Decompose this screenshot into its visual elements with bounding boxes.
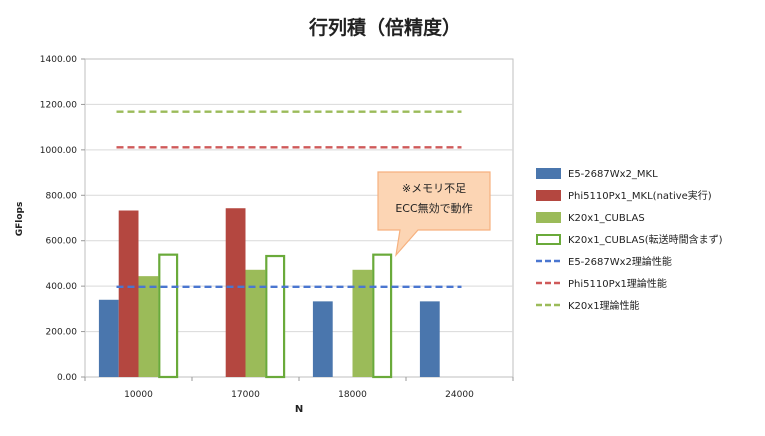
memory-note-callout: ※メモリ不足 ECC無効で動作 — [377, 171, 491, 257]
y-tick-label: 1400.00 — [40, 55, 77, 65]
callout-text: ※メモリ不足 — [402, 182, 466, 195]
bar-1-0 — [118, 210, 139, 377]
legend-swatch-2 — [536, 212, 561, 223]
legend-label-0: E5-2687Wx2_MKL — [568, 169, 658, 180]
bar-3-0 — [158, 253, 179, 379]
legend-label-4: E5-2687Wx2理論性能 — [568, 255, 672, 268]
bar-2-0 — [138, 276, 159, 377]
legend-swatch-0 — [536, 168, 561, 179]
bar-0-2 — [312, 301, 333, 377]
legend: E5-2687Wx2_MKL Phi5110Px1_MKL(native実行) K2… — [536, 168, 723, 312]
legend-swatch-3 — [536, 234, 561, 245]
bar-marks — [98, 208, 440, 379]
legend-swatch-1 — [536, 190, 561, 201]
legend-label-6: K20x1理論性能 — [568, 299, 640, 312]
bar-3-2 — [372, 253, 393, 379]
legend-label-3: K20x1_CUBLAS(転送時間含まず) — [568, 233, 723, 246]
x-tick-label: 24000 — [445, 390, 474, 400]
legend-label-5: Phi5110Px1理論性能 — [568, 277, 667, 290]
chart-title: 行列積（倍精度） — [308, 16, 461, 39]
bar-1-1 — [225, 208, 246, 377]
theory-lines — [116, 110, 462, 289]
y-tick-label: 400.00 — [46, 282, 78, 292]
y-axis-title: GFlops — [15, 202, 25, 237]
bar-0-3 — [419, 301, 440, 377]
y-axis: 0.00 200.00 400.00 600.00 800.00 1000.00 1200.… — [40, 55, 85, 383]
callout-box — [377, 171, 491, 257]
x-tick-label: 10000 — [124, 390, 153, 400]
bar-0-0 — [98, 299, 119, 377]
y-tick-label: 200.00 — [46, 328, 78, 338]
y-tick-label: 1000.00 — [40, 146, 77, 156]
bar-3-1 — [265, 254, 286, 379]
legend-label-1: Phi5110Px1_MKL(native実行) — [568, 189, 712, 202]
x-axis-title: N — [295, 404, 303, 415]
y-tick-label: 1200.00 — [40, 100, 77, 110]
legend-label-2: K20x1_CUBLAS — [568, 213, 645, 224]
x-tick-label: 18000 — [338, 390, 367, 400]
bar-2-2 — [352, 269, 373, 377]
y-tick-label: 600.00 — [46, 237, 78, 247]
callout-text: ECC無効で動作 — [395, 201, 472, 215]
y-tick-label: 800.00 — [46, 191, 78, 201]
x-axis: 10000 17000 18000 24000 — [84, 377, 514, 400]
x-tick-label: 17000 — [231, 390, 260, 400]
y-tick-label: 0.00 — [57, 373, 77, 383]
bar-2-1 — [245, 269, 266, 377]
